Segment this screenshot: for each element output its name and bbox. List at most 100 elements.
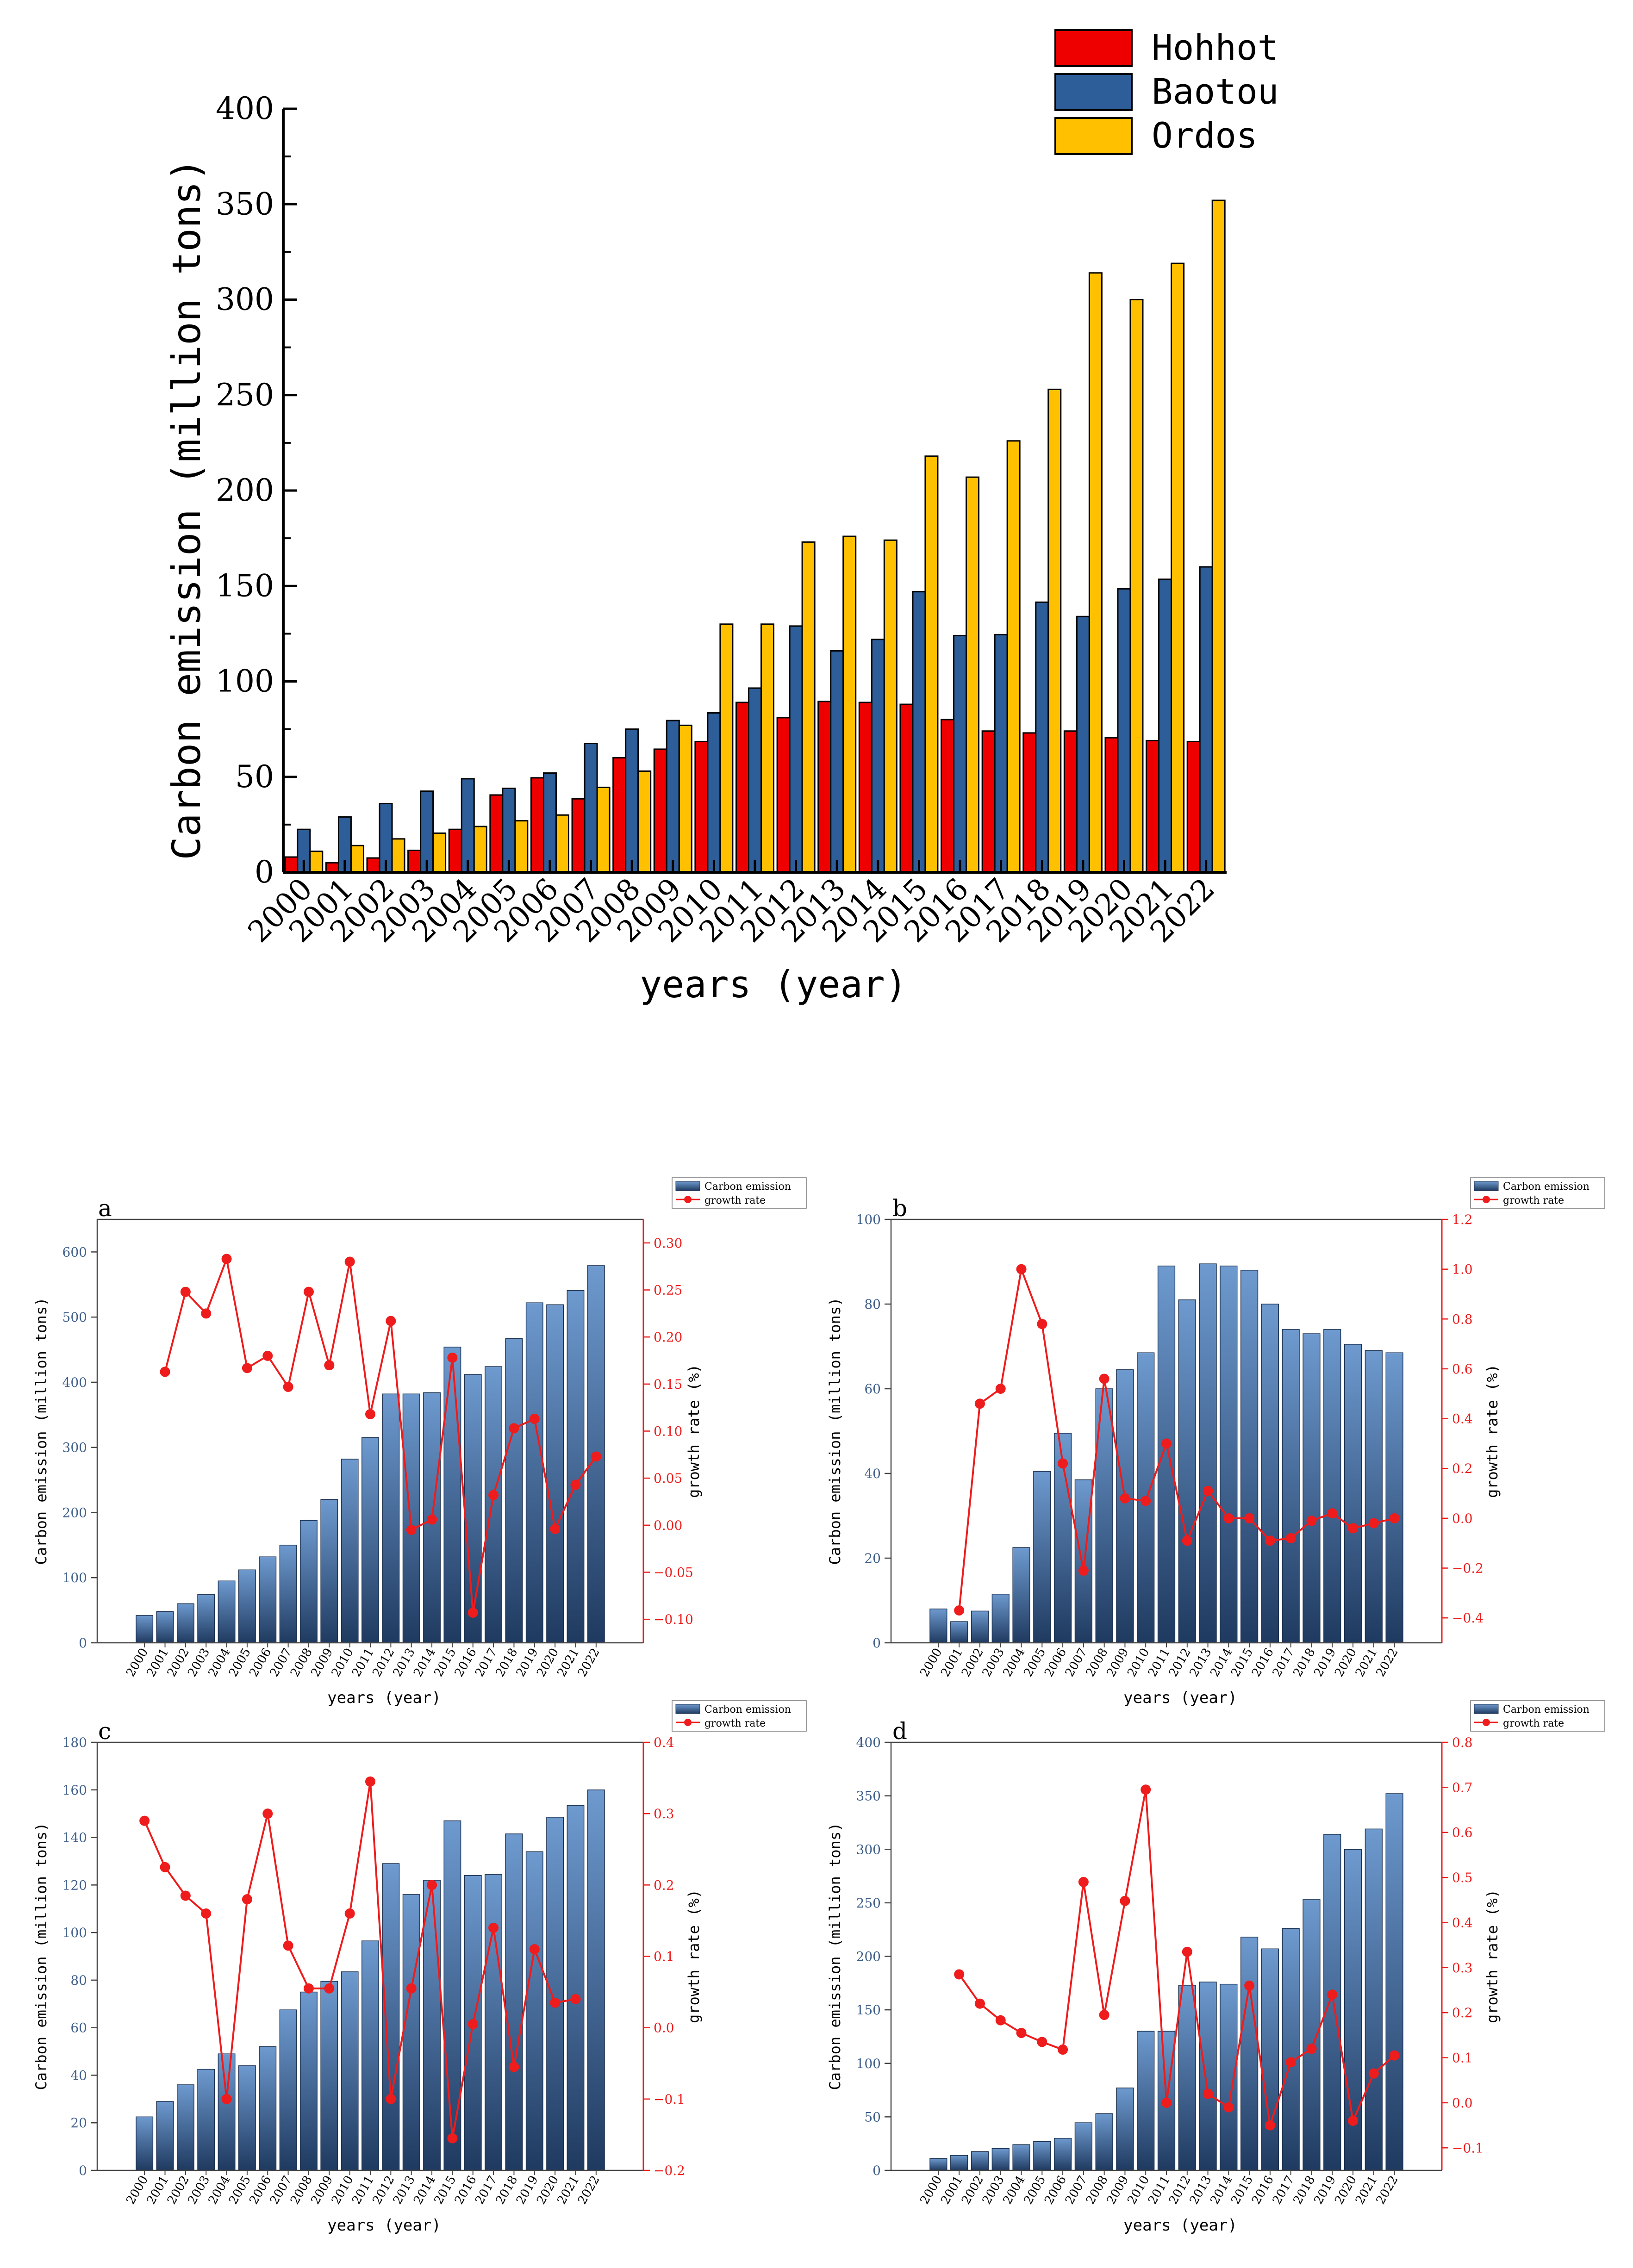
growth-point-2016 xyxy=(467,1607,478,1618)
y-tick-label-50: 50 xyxy=(235,759,274,795)
growth-point-2005 xyxy=(242,1363,252,1373)
bar-2000 xyxy=(136,1615,154,1643)
y-tick-label-50: 50 xyxy=(864,2109,881,2125)
y-tick-label-300: 300 xyxy=(62,1440,87,1455)
y-tick-label-250: 250 xyxy=(856,1895,881,1911)
growth-point-2012 xyxy=(386,2094,396,2104)
growth-point-2003 xyxy=(995,2015,1006,2026)
bar-baotou-2015 xyxy=(912,591,926,873)
y-tick-label-100: 100 xyxy=(856,2056,881,2071)
bar-ordos-2011 xyxy=(760,623,774,873)
bar-baotou-2011 xyxy=(748,687,762,873)
growth-point-2014 xyxy=(1223,2102,1234,2113)
y-tick-label-40: 40 xyxy=(70,2068,87,2083)
growth-point-2003 xyxy=(201,1308,212,1319)
legend-swatch-bar xyxy=(675,1704,700,1714)
growth-point-2009 xyxy=(1120,1493,1130,1504)
bar-2022 xyxy=(1385,1793,1403,2171)
y2-tick-label: −0.4 xyxy=(1452,1610,1483,1626)
bar-ordos-2003 xyxy=(432,832,447,873)
growth-point-2016 xyxy=(1265,1535,1275,1546)
x-axis-title: years (year) xyxy=(327,1689,441,1707)
bar-baotou-2003 xyxy=(420,790,434,873)
y-tick-label-0: 0 xyxy=(79,2163,87,2178)
legend-swatch-bar xyxy=(1474,1704,1499,1714)
y2-axis-title: growth rate (%) xyxy=(1483,1889,1501,2023)
y2-tick-label: 0.4 xyxy=(1452,1915,1473,1930)
y2-tick-label: 0.3 xyxy=(1452,1960,1473,1976)
bar-2004 xyxy=(1012,1547,1030,1643)
bar-ordos-2017 xyxy=(1006,440,1021,873)
growth-point-2019 xyxy=(529,1944,540,1955)
bar-2006 xyxy=(259,1556,277,1643)
bar-baotou-2012 xyxy=(789,625,803,873)
x-axis-title: years (year) xyxy=(1123,1689,1237,1707)
bar-baotou-2009 xyxy=(666,720,680,873)
y2-tick-label: 0.4 xyxy=(654,1735,674,1750)
bar-ordos-2012 xyxy=(801,541,816,873)
bar-hohhot-2000 xyxy=(284,856,299,873)
bar-2000 xyxy=(929,2158,947,2171)
growth-point-2015 xyxy=(447,1352,458,1363)
growth-point-2006 xyxy=(1058,2044,1068,2055)
legend-swatch-point xyxy=(1483,1196,1490,1203)
y-tick-label-20: 20 xyxy=(864,1551,881,1566)
bar-hohhot-2017 xyxy=(981,730,996,873)
bar-2002 xyxy=(176,2084,194,2171)
bar-2018 xyxy=(1303,1333,1321,1643)
bar-ordos-2013 xyxy=(842,535,857,873)
y2-tick-label: 0.6 xyxy=(1452,1361,1473,1377)
growth-point-2008 xyxy=(1099,2010,1109,2020)
y2-tick-label: 0.5 xyxy=(1452,1870,1473,1885)
growth-point-2002 xyxy=(180,1286,191,1297)
growth-point-2018 xyxy=(1306,2044,1317,2054)
bar-baotou-2016 xyxy=(953,635,967,873)
legend-label-carbon-emission: Carbon emission xyxy=(704,1181,791,1193)
y2-tick-label: 0.2 xyxy=(654,1877,674,1893)
main-chart: 2000200120022003200420052006200720082009… xyxy=(164,27,1279,1006)
y-axis-title: Carbon emission (million tons) xyxy=(826,1823,844,2090)
bar-2010 xyxy=(1137,2031,1155,2171)
bar-ordos-2008 xyxy=(637,770,652,873)
bar-ordos-2016 xyxy=(966,476,980,873)
y-tick-label-60: 60 xyxy=(70,2020,87,2036)
bar-2019 xyxy=(1323,1329,1341,1643)
growth-point-2000 xyxy=(139,1815,150,1826)
y-tick-label-100: 100 xyxy=(62,1925,87,1940)
y2-tick-label: 0.7 xyxy=(1452,1780,1473,1795)
growth-point-2012 xyxy=(386,1316,396,1326)
bar-2014 xyxy=(423,1880,441,2171)
x-axis-title: years (year) xyxy=(327,2216,441,2235)
panel-b: 0 20 40 60 80 100 −0.4 −0.2 0.0 0.2 0.4 0.6 0.8 1.0 1.… xyxy=(826,1177,1605,1707)
x-axis-title: years (year) xyxy=(640,963,907,1006)
y-tick-label-100: 100 xyxy=(856,1212,881,1227)
growth-point-2015 xyxy=(447,2133,458,2144)
y-tick-label-200: 200 xyxy=(856,1949,881,1964)
growth-point-2006 xyxy=(262,1808,273,1819)
bar-baotou-2006 xyxy=(542,772,557,873)
growth-point-2011 xyxy=(365,1409,375,1419)
y2-tick-label: 0.2 xyxy=(1452,1461,1473,1476)
bar-2001 xyxy=(950,1621,968,1643)
bar-2003 xyxy=(991,1594,1010,1643)
bar-2020 xyxy=(1344,1344,1362,1643)
y2-tick-label: 0.05 xyxy=(654,1471,682,1486)
bar-ordos-2000 xyxy=(309,851,324,873)
y2-tick-label: −0.10 xyxy=(654,1612,693,1627)
bar-2014 xyxy=(1220,1265,1238,1643)
growth-point-2004 xyxy=(1016,1264,1027,1274)
growth-point-2006 xyxy=(1058,1458,1068,1469)
growth-point-2012 xyxy=(1182,1535,1192,1546)
bar-ordos-2009 xyxy=(678,724,692,873)
legend-label-ordos: Ordos xyxy=(1152,115,1258,156)
bar-hohhot-2018 xyxy=(1022,732,1037,873)
y2-tick-label: −0.2 xyxy=(654,2163,685,2178)
panel-label-a: a xyxy=(98,1195,112,1222)
legend-swatch-baotou xyxy=(1054,73,1133,111)
growth-point-2008 xyxy=(1099,1373,1109,1384)
growth-point-2021 xyxy=(1368,1518,1379,1529)
growth-point-2014 xyxy=(1223,1513,1234,1523)
y2-tick-label: 0.2 xyxy=(1452,2005,1473,2020)
y-axis-title: Carbon emission (million tons) xyxy=(32,1298,50,1565)
bar-2021 xyxy=(1365,1828,1383,2171)
